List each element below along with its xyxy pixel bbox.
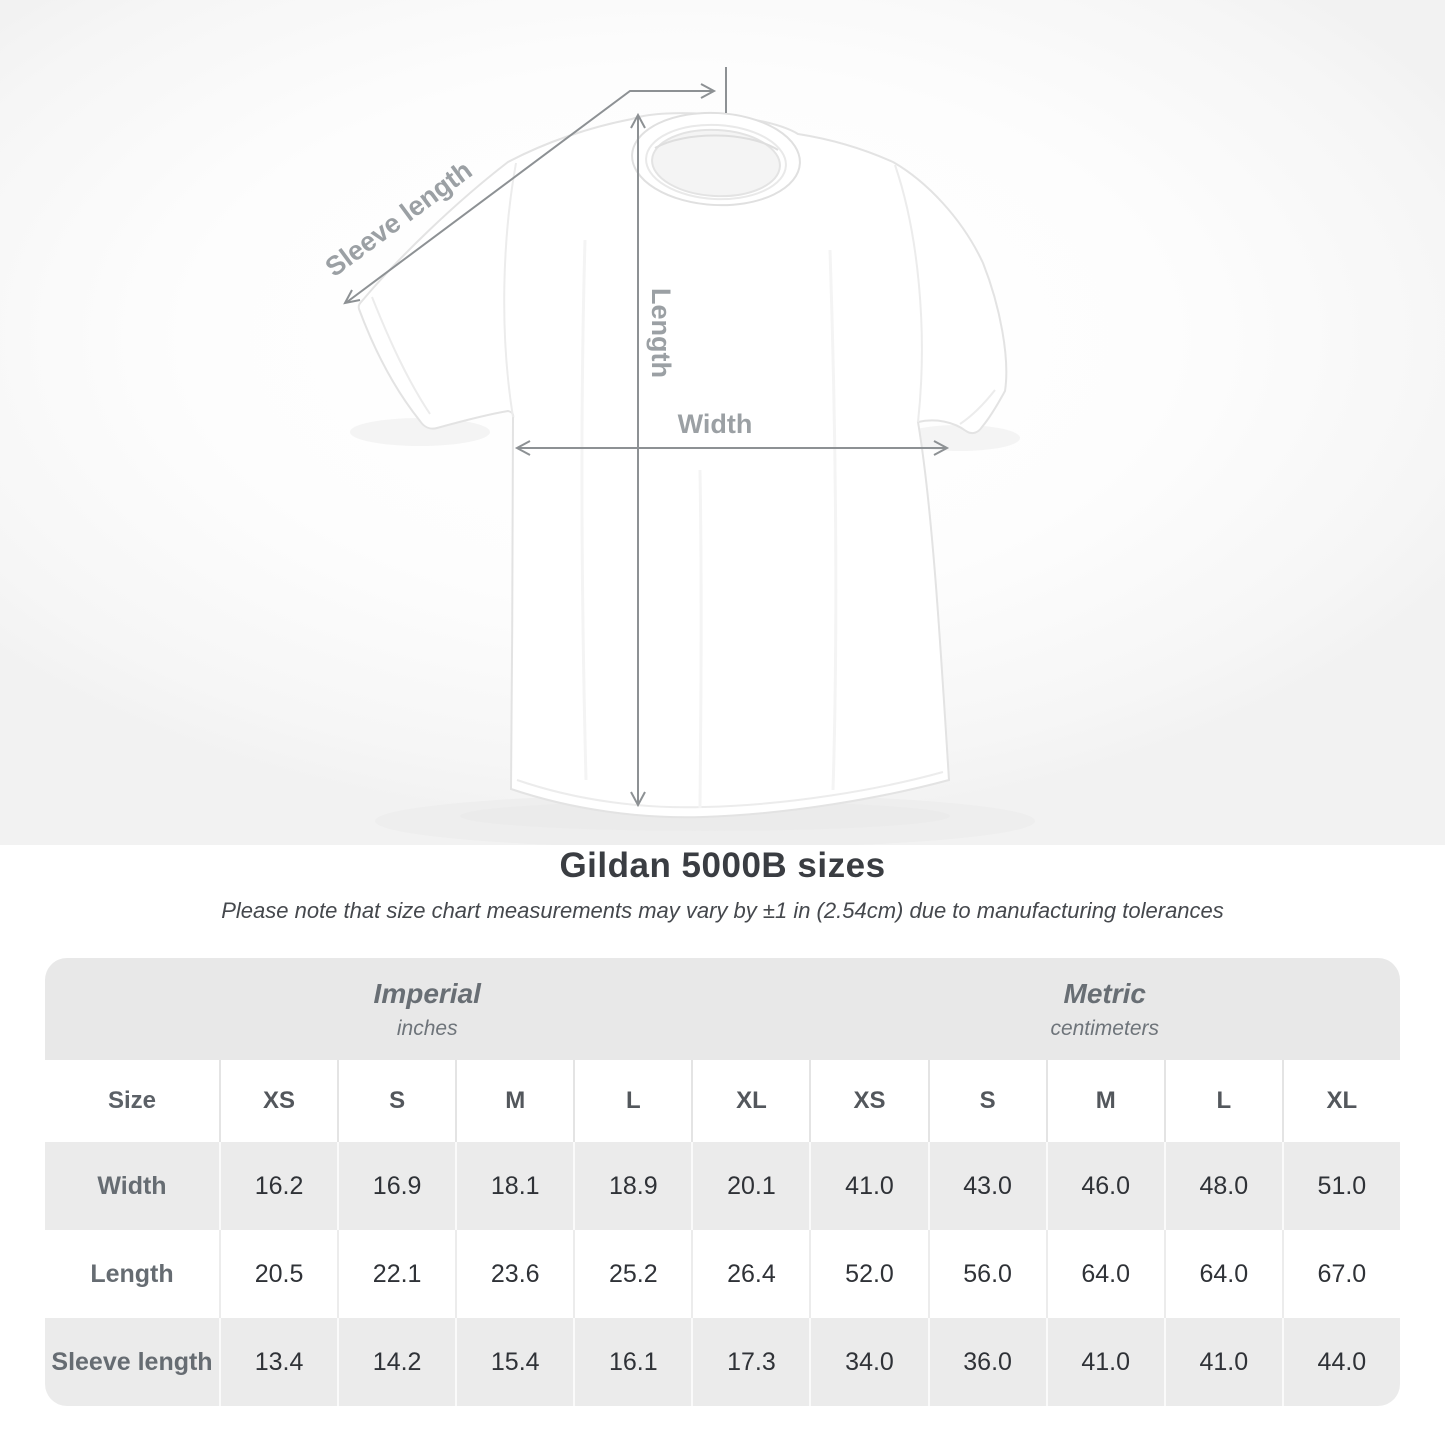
value-cell: 16.2 <box>219 1142 337 1230</box>
value-cell: 43.0 <box>927 1142 1046 1230</box>
row-label: Sleeve length <box>51 1347 213 1376</box>
top-right-arrowhead <box>700 83 717 99</box>
value-cell: 13.4 <box>219 1318 337 1406</box>
unit-header-band: Imperial inches Metric centimeters <box>45 958 1400 1060</box>
fabric-crease <box>580 239 588 781</box>
length-arrowhead-top <box>630 112 646 129</box>
metric-section-header: Metric centimeters <box>809 958 1400 1060</box>
size-header-metric-l: L <box>1163 1060 1282 1142</box>
metric-section-title: Metric <box>1063 977 1146 1009</box>
value-cell: 14.2 <box>337 1318 455 1406</box>
table-row-width: Width 16.2 16.9 18.1 18.9 20.1 41.0 43.0… <box>45 1142 1400 1230</box>
value-cell: 20.5 <box>219 1230 337 1318</box>
value-cell: 48.0 <box>1163 1142 1282 1230</box>
size-table: Imperial inches Metric centimeters Size … <box>45 958 1400 1406</box>
size-header-metric-xs: XS <box>809 1060 927 1142</box>
size-header-imperial-xl: XL <box>691 1060 809 1142</box>
sleeve-length-arrow <box>346 90 712 303</box>
value-cell: 15.4 <box>455 1318 573 1406</box>
size-header-imperial-l: L <box>573 1060 691 1142</box>
tshirt-image <box>357 111 1008 819</box>
value-cell: 22.1 <box>337 1230 455 1318</box>
metric-section-unit: centimeters <box>1050 1016 1159 1040</box>
imperial-section-header: Imperial inches <box>45 958 809 1060</box>
value-cell: 41.0 <box>1045 1318 1164 1406</box>
value-cell: 26.4 <box>691 1230 809 1318</box>
sleeve-length-arrowhead <box>343 289 361 305</box>
value-cell: 34.0 <box>809 1318 927 1406</box>
tshirt-measurement-diagram: Sleeve length Length Width <box>320 67 1035 845</box>
width-arrowhead-right <box>933 440 950 456</box>
value-cell: 23.6 <box>455 1230 573 1318</box>
page-title: Gildan 5000B sizes <box>559 846 886 885</box>
width-arrowhead-left <box>514 440 531 456</box>
fabric-crease <box>828 249 838 791</box>
value-cell: 64.0 <box>1163 1230 1282 1318</box>
imperial-section-title: Imperial <box>373 977 481 1009</box>
table-row-length: Length 20.5 22.1 23.6 25.2 26.4 52.0 56.… <box>45 1230 1400 1318</box>
value-cell: 41.0 <box>1163 1318 1282 1406</box>
value-cell: 16.1 <box>573 1318 691 1406</box>
value-cell: 44.0 <box>1281 1318 1400 1406</box>
size-header-imperial-s: S <box>337 1060 455 1142</box>
left-cuff-seam <box>371 296 431 415</box>
product-photo-area: Sleeve length Length Width <box>0 0 1445 845</box>
collar <box>631 111 801 207</box>
size-header-imperial-m: M <box>455 1060 573 1142</box>
row-label: Width <box>97 1171 167 1200</box>
value-cell: 36.0 <box>927 1318 1046 1406</box>
page-subtitle: Please note that size chart measurements… <box>221 898 1224 923</box>
right-sleeve-seam <box>894 164 923 423</box>
value-cell: 25.2 <box>573 1230 691 1318</box>
value-cell: 51.0 <box>1281 1142 1400 1230</box>
value-cell: 67.0 <box>1281 1230 1400 1318</box>
tshirt-silhouette <box>357 112 1008 819</box>
value-cell: 41.0 <box>809 1142 927 1230</box>
value-cell: 46.0 <box>1045 1142 1164 1230</box>
value-cell: 56.0 <box>927 1230 1046 1318</box>
size-header-imperial-xs: XS <box>219 1060 337 1142</box>
left-sleeve-seam <box>503 162 517 418</box>
value-cell: 64.0 <box>1045 1230 1164 1318</box>
row-label: Length <box>90 1259 174 1288</box>
fabric-crease <box>698 469 703 809</box>
length-label: Length <box>646 288 676 378</box>
back-neck-seam <box>654 134 779 151</box>
size-header-row: Size XS S M L XL XS S M L XL <box>45 1060 1400 1142</box>
imperial-section-unit: inches <box>396 1016 458 1040</box>
size-header-metric-s: S <box>927 1060 1046 1142</box>
value-cell: 20.1 <box>691 1142 809 1230</box>
size-header-metric-m: M <box>1045 1060 1164 1142</box>
length-arrowhead-bottom <box>630 791 646 808</box>
hem-stitch <box>516 771 944 809</box>
table-row-sleeve-length: Sleeve length 13.4 14.2 15.4 16.1 17.3 3… <box>45 1318 1400 1406</box>
size-col-header: Size <box>107 1087 157 1114</box>
value-cell: 17.3 <box>691 1318 809 1406</box>
value-cell: 52.0 <box>809 1230 927 1318</box>
value-cell: 18.9 <box>573 1142 691 1230</box>
value-cell: 16.9 <box>337 1142 455 1230</box>
width-label: Width <box>678 409 753 439</box>
value-cell: 18.1 <box>455 1142 573 1230</box>
size-header-metric-xl: XL <box>1281 1060 1400 1142</box>
right-cuff-seam <box>959 389 996 425</box>
